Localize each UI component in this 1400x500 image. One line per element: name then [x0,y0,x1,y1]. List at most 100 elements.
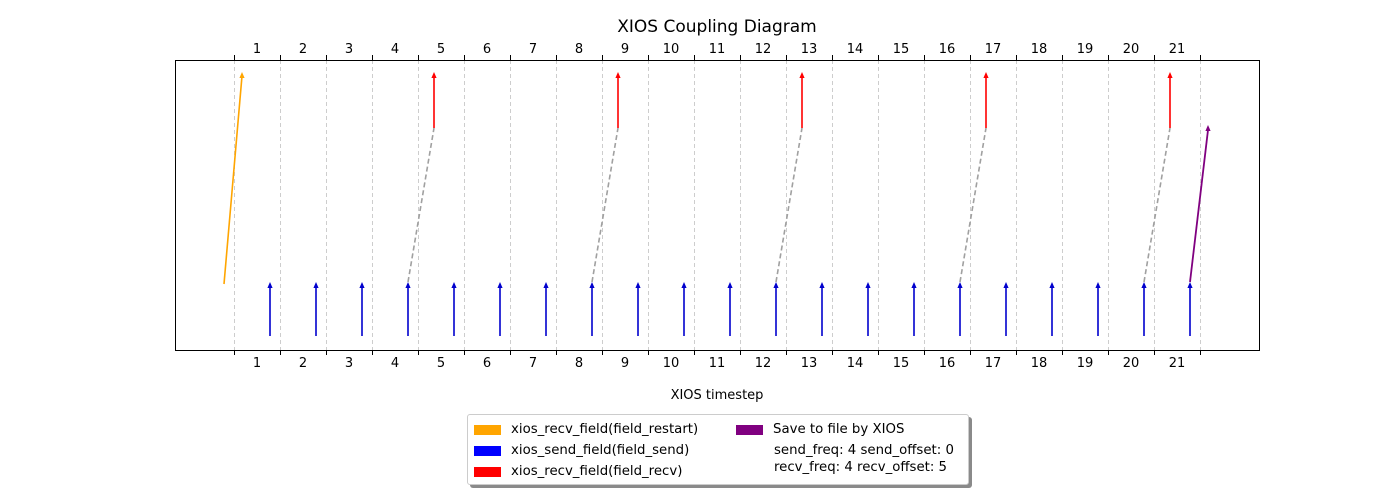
legend: xios_recv_field(field_restart) xios_send… [467,414,969,485]
tick-label-top: 18 [1031,42,1048,57]
send-arrowhead [819,282,825,288]
send-arrowhead [957,282,963,288]
send-arrowhead [773,282,779,288]
tick-label-bottom: 6 [483,356,491,371]
send-arrowhead [635,282,641,288]
legend-label-send: xios_send_field(field_send) [511,443,690,458]
coupling-connector [591,127,619,283]
tick-label-top: 20 [1123,42,1140,57]
chart-title: XIOS Coupling Diagram [617,17,816,37]
bottom-tick-labels: 1 2 3 4 5 6 7 8 9 10 11 12 13 14 15 16 17 18 19 20 21 [253,356,1185,371]
send-arrowhead [267,282,273,288]
tick-label-top: 2 [299,42,307,57]
send-arrowhead [681,282,687,288]
send-arrowhead [451,282,457,288]
tick-label-top: 10 [663,42,680,57]
tick-label-top: 12 [755,42,772,57]
legend-info: send_freq: 4 send_offset: 0 recv_freq: 4… [774,442,954,476]
x-axis-label: XIOS timestep [671,388,764,403]
tick-label-bottom: 16 [939,356,956,371]
send-arrowhead [1049,282,1055,288]
tick-label-top: 13 [801,42,818,57]
legend-label-save: Save to file by XIOS [773,422,905,437]
legend-column-right: Save to file by XIOS send_freq: 4 send_o… [736,419,954,476]
send-arrowhead [543,282,549,288]
tick-label-top: 17 [985,42,1002,57]
recv-arrowhead [431,72,437,78]
tick-label-bottom: 1 [253,356,261,371]
tick-label-bottom: 8 [575,356,583,371]
legend-column-left: xios_recv_field(field_restart) xios_send… [474,419,698,482]
tick-label-bottom: 7 [529,356,537,371]
send-arrowhead [1187,282,1193,288]
send-arrowhead [1095,282,1101,288]
tick-label-bottom: 10 [663,356,680,371]
recv-arrowhead [1167,72,1173,78]
coupling-connector [775,127,803,283]
tick-label-bottom: 3 [345,356,353,371]
top-tick-labels: 1 2 3 4 5 6 7 8 9 10 11 12 13 14 15 16 17 18 19 20 21 [253,42,1185,57]
legend-item-restart: xios_recv_field(field_restart) [474,419,698,440]
tick-label-bottom: 18 [1031,356,1048,371]
legend-send-info: send_freq: 4 send_offset: 0 [774,443,954,458]
tick-label-bottom: 2 [299,356,307,371]
tick-label-top: 5 [437,42,445,57]
tick-label-top: 11 [709,42,726,57]
legend-recv-info: recv_freq: 4 recv_offset: 5 [774,460,948,475]
send-arrowhead [497,282,503,288]
tick-label-bottom: 15 [893,356,910,371]
tick-label-top: 19 [1077,42,1094,57]
tick-label-bottom: 20 [1123,356,1140,371]
send-arrowhead [1003,282,1009,288]
legend-label-restart: xios_recv_field(field_restart) [511,422,699,437]
send-arrowhead [359,282,365,288]
recv-arrowhead [615,72,621,78]
send-arrowhead [911,282,917,288]
coupling-marks [223,72,1211,336]
restart-line [223,75,243,285]
tick-label-bottom: 12 [755,356,772,371]
tick-label-top: 15 [893,42,910,57]
tick-label-top: 6 [483,42,491,57]
tick-label-bottom: 9 [621,356,629,371]
tick-label-bottom: 4 [391,356,399,371]
legend-label-recv: xios_recv_field(field_recv) [511,464,683,479]
tick-label-top: 14 [847,42,864,57]
tick-label-top: 4 [391,42,399,57]
tick-label-bottom: 17 [985,356,1002,371]
tick-label-bottom: 21 [1169,356,1186,371]
tick-label-top: 21 [1169,42,1186,57]
restart-arrowhead [239,72,245,78]
legend-swatch-save [736,424,763,435]
legend-item-recv: xios_recv_field(field_recv) [474,461,698,482]
legend-item-send: xios_send_field(field_send) [474,440,698,461]
save-arrowhead [1205,125,1211,131]
legend-swatch-recv [474,466,501,477]
send-arrowhead [313,282,319,288]
tick-label-top: 8 [575,42,583,57]
send-arrowhead [405,282,411,288]
tick-label-top: 1 [253,42,261,57]
tick-label-bottom: 5 [437,356,445,371]
grid-lines [234,60,1201,350]
tick-label-top: 9 [621,42,629,57]
send-arrowhead [589,282,595,288]
legend-swatch-send [474,445,501,456]
recv-arrowhead [983,72,989,78]
tick-label-bottom: 11 [709,356,726,371]
coupling-connector [407,127,435,283]
send-arrowhead [865,282,871,288]
plot-frame [175,60,1260,351]
tick-label-top: 16 [939,42,956,57]
tick-label-top: 3 [345,42,353,57]
tick-label-bottom: 14 [847,356,864,371]
send-arrowhead [1141,282,1147,288]
save-line [1189,129,1209,283]
tick-label-bottom: 13 [801,356,818,371]
send-arrowhead [727,282,733,288]
legend-item-save: Save to file by XIOS [736,419,954,440]
legend-swatch-restart [474,424,501,435]
tick-marks [234,55,1201,355]
coupling-connector [959,127,987,283]
